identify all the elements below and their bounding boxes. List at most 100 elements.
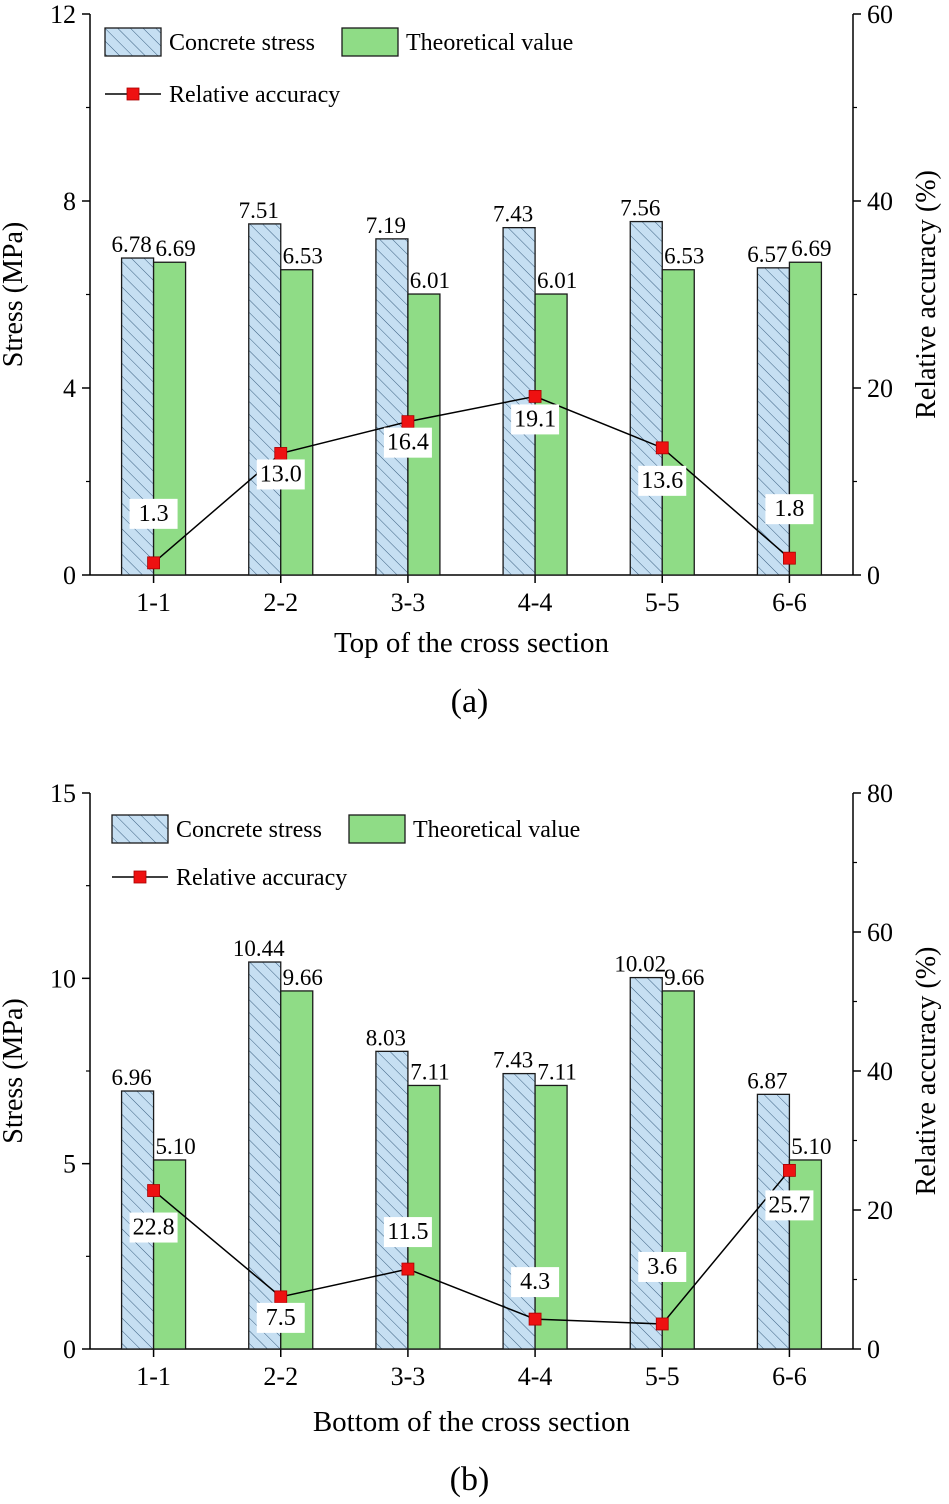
x-tick-label: 6-6 [772, 588, 807, 617]
x-tick-label: 6-6 [772, 1362, 807, 1391]
bar-label-theoretical-value: 9.66 [283, 965, 323, 990]
bar-label-concrete-stress: 6.78 [111, 232, 151, 257]
bar-theoretical-value [661, 990, 695, 1350]
y2-tick-label: 60 [867, 0, 893, 29]
point-relative-accuracy [274, 447, 288, 460]
bar-theoretical-value [534, 293, 568, 576]
bar-label-theoretical-value: 9.66 [664, 965, 704, 990]
line-label-relative-accuracy: 13.6 [641, 468, 683, 494]
y2-tick-label: 20 [867, 374, 893, 403]
bar-label-concrete-stress: 8.03 [366, 1025, 406, 1050]
x-tick-label: 1-1 [136, 588, 171, 617]
x-tick-label: 3-3 [391, 588, 426, 617]
y-axis-title: Stress (MPa) [0, 998, 29, 1143]
point-relative-accuracy [147, 1184, 160, 1197]
y-tick-label: 0 [63, 561, 76, 590]
y2-tick-label: 40 [867, 1057, 893, 1086]
x-axis-title: Top of the cross section [334, 627, 610, 659]
x-axis-title: Bottom of the cross section [313, 1406, 631, 1438]
legend-label-theoretical-value: Theoretical value [413, 817, 580, 843]
bar-theoretical-value [788, 1159, 823, 1350]
line-label-relative-accuracy: 22.8 [133, 1215, 175, 1241]
line-label-bg [256, 1302, 305, 1333]
bar-concrete-stress [502, 1072, 536, 1350]
line-relative-accuracy [153, 1169, 790, 1325]
legend-label-concrete-stress: Concrete stress [169, 30, 315, 56]
x-tick-label: 4-4 [518, 588, 553, 617]
bar-label-concrete-stress: 6.87 [747, 1068, 787, 1093]
point-relative-accuracy [274, 1290, 288, 1304]
y2-tick-label: 0 [867, 1335, 880, 1364]
point-relative-accuracy [655, 1317, 669, 1331]
bar-concrete-stress [756, 267, 791, 576]
bar-label-theoretical-value: 6.01 [410, 268, 450, 293]
bar-concrete-stress [248, 961, 282, 1350]
line-label-relative-accuracy: 25.7 [768, 1192, 810, 1218]
bar-label-concrete-stress: 7.56 [620, 196, 660, 221]
line-label-relative-accuracy: 3.6 [647, 1254, 677, 1280]
x-tick-label: 1-1 [136, 1362, 171, 1391]
y-tick-label: 8 [63, 187, 76, 216]
x-tick-label: 3-3 [391, 1362, 426, 1391]
x-tick-label: 5-5 [645, 1362, 680, 1391]
legend-label-concrete-stress: Concrete stress [176, 817, 322, 843]
bar-concrete-stress [629, 220, 663, 576]
y-tick-label: 4 [63, 374, 76, 403]
line-label-relative-accuracy: 1.3 [139, 501, 169, 527]
legend-swatch-marker [126, 87, 140, 101]
point-relative-accuracy [783, 1163, 796, 1177]
bar-label-concrete-stress: 7.19 [366, 213, 406, 238]
line-label-relative-accuracy: 1.8 [774, 496, 804, 522]
point-relative-accuracy [783, 551, 796, 565]
legend-label-relative-accuracy: Relative accuracy [176, 865, 347, 891]
y2-tick-label: 20 [867, 1196, 893, 1225]
legend-label-theoretical-value: Theoretical value [406, 30, 573, 56]
line-label-bg [511, 404, 560, 435]
line-label-bg [638, 1251, 687, 1282]
point-relative-accuracy [655, 441, 669, 455]
bar-label-theoretical-value: 5.10 [155, 1134, 195, 1159]
line-label-relative-accuracy: 4.3 [520, 1269, 550, 1295]
legend-swatch-theoretical-value [341, 27, 399, 57]
point-relative-accuracy [528, 1312, 542, 1326]
y2-tick-label: 40 [867, 187, 893, 216]
x-tick-label: 2-2 [263, 588, 298, 617]
line-label-bg [129, 1212, 178, 1243]
bar-label-concrete-stress: 6.57 [747, 242, 787, 267]
bar-label-concrete-stress: 10.44 [233, 936, 285, 961]
bar-label-concrete-stress: 7.43 [493, 1048, 533, 1073]
bar-label-concrete-stress: 6.96 [111, 1065, 151, 1090]
y2-tick-label: 80 [867, 779, 893, 808]
y-tick-label: 10 [50, 964, 76, 993]
bar-concrete-stress [375, 1050, 409, 1350]
line-label-relative-accuracy: 19.1 [514, 406, 556, 432]
line-label-relative-accuracy: 7.5 [266, 1305, 296, 1331]
legend-label-relative-accuracy: Relative accuracy [169, 82, 340, 108]
line-label-relative-accuracy: 11.5 [387, 1219, 428, 1245]
point-relative-accuracy [401, 1262, 415, 1276]
line-label-bg [129, 498, 178, 529]
bar-concrete-stress [375, 238, 409, 576]
bar-theoretical-value [534, 1084, 568, 1350]
chart-panel-2: 0 5 10 15 0 20 40 60 80 1-1 2-2 3-3 4-4 5-5 6-6 6.96 10.… [0, 779, 942, 1498]
point-relative-accuracy [147, 556, 160, 570]
chart-panel-1: 0 4 8 12 0 20 40 60 1-1 2-2 3-3 4-4 5-5 6-6 6.78 7.51 7.… [0, 0, 942, 720]
legend-swatch-theoretical-value [348, 814, 406, 844]
bar-label-theoretical-value: 5.10 [791, 1134, 831, 1159]
point-relative-accuracy [401, 415, 415, 429]
line-label-bg [511, 1267, 560, 1298]
bar-concrete-stress [756, 1093, 791, 1350]
y2-tick-label: 60 [867, 918, 893, 947]
line-label-bg [383, 427, 432, 458]
x-tick-label: 5-5 [645, 588, 680, 617]
bar-label-concrete-stress: 7.51 [239, 198, 279, 223]
line-label-bg [765, 494, 814, 525]
line-label-bg [638, 465, 687, 496]
bar-label-concrete-stress: 7.43 [493, 202, 533, 227]
bar-label-theoretical-value: 7.11 [537, 1059, 576, 1084]
panel-label: (a) [451, 683, 489, 720]
bar-label-theoretical-value: 6.53 [664, 244, 704, 269]
bar-theoretical-value [280, 990, 314, 1350]
bar-label-theoretical-value: 6.01 [537, 268, 577, 293]
